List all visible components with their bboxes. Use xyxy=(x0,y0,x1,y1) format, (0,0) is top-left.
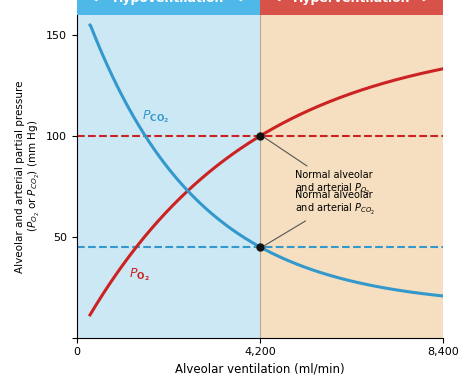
Bar xyxy=(260,0,443,15)
Text: $\it{P}$$_{\mathregular{O_2}}$: $\it{P}$$_{\mathregular{O_2}}$ xyxy=(129,266,150,283)
Text: Hypoventilation: Hypoventilation xyxy=(113,0,224,5)
Text: $\it{P}$$_{\mathregular{CO_2}}$: $\it{P}$$_{\mathregular{CO_2}}$ xyxy=(142,109,170,126)
X-axis label: Alveolar ventilation (ml/min): Alveolar ventilation (ml/min) xyxy=(175,363,345,376)
Bar xyxy=(77,0,260,15)
Text: Hyperventilation: Hyperventilation xyxy=(293,0,410,5)
Bar xyxy=(260,15,443,338)
Text: Normal alveolar
and arterial $P_{O_2}$: Normal alveolar and arterial $P_{O_2}$ xyxy=(264,138,373,197)
Text: Normal alveolar
and arterial $P_{CO_2}$: Normal alveolar and arterial $P_{CO_2}$ xyxy=(264,190,375,246)
Y-axis label: Alveolar and arterial partial pressure
($P_{O_2}$ or $P_{CO_2}$) (mm Hg): Alveolar and arterial partial pressure (… xyxy=(15,80,42,273)
Bar xyxy=(77,15,260,338)
